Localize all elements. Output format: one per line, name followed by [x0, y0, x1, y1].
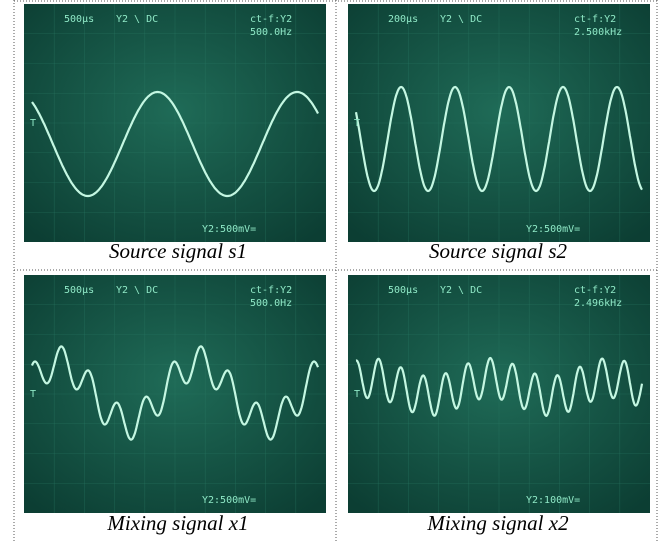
waveform	[355, 356, 644, 417]
caption: Mixing signal x2	[426, 511, 569, 535]
vertical-scale: Y2:100mV=	[526, 495, 580, 506]
channel: Y2 \ DC	[116, 14, 158, 25]
vertical-scale: Y2:500mV=	[526, 224, 580, 235]
trigger: ct-f:Y2	[574, 14, 616, 25]
oscilloscope-screen: T 500µs Y2 \ DC ct-f:Y2 500.0Hz Y2:500mV=	[24, 4, 326, 242]
trigger: ct-f:Y2	[250, 14, 292, 25]
vertical-scale: Y2:500mV=	[202, 495, 256, 506]
timebase: 500µs	[388, 285, 418, 296]
trigger: ct-f:Y2	[250, 285, 292, 296]
frequency: 500.0Hz	[250, 27, 292, 38]
table-borders	[13, 0, 658, 542]
channel: Y2 \ DC	[440, 14, 482, 25]
frequency: 2.500kHz	[574, 27, 622, 38]
caption: Source signal s1	[109, 239, 247, 263]
frequency: 2.496kHz	[574, 298, 622, 309]
ground-marker: T	[30, 118, 36, 129]
caption: Source signal s2	[429, 239, 568, 263]
waveform	[31, 90, 319, 198]
timebase: 500µs	[64, 285, 94, 296]
waveform	[354, 85, 643, 193]
ground-marker: T	[354, 118, 360, 129]
ground-marker: T	[354, 389, 360, 400]
vertical-scale: Y2:500mV=	[202, 224, 256, 235]
frequency: 500.0Hz	[250, 298, 292, 309]
oscilloscope-screen: T 500µs Y2 \ DC ct-f:Y2 500.0Hz Y2:500mV=	[24, 275, 326, 513]
caption: Mixing signal x1	[106, 511, 248, 535]
oscilloscope-screen: T 500µs Y2 \ DC ct-f:Y2 2.496kHz Y2:100mV=	[348, 275, 650, 513]
oscilloscope-screen: T 200µs Y2 \ DC ct-f:Y2 2.500kHz Y2:500mV=	[348, 4, 650, 242]
channel: Y2 \ DC	[116, 285, 158, 296]
ground-marker: T	[30, 389, 36, 400]
timebase: 200µs	[388, 14, 418, 25]
timebase: 500µs	[64, 14, 94, 25]
trigger: ct-f:Y2	[574, 285, 616, 296]
channel: Y2 \ DC	[440, 285, 482, 296]
waveform	[30, 345, 320, 441]
